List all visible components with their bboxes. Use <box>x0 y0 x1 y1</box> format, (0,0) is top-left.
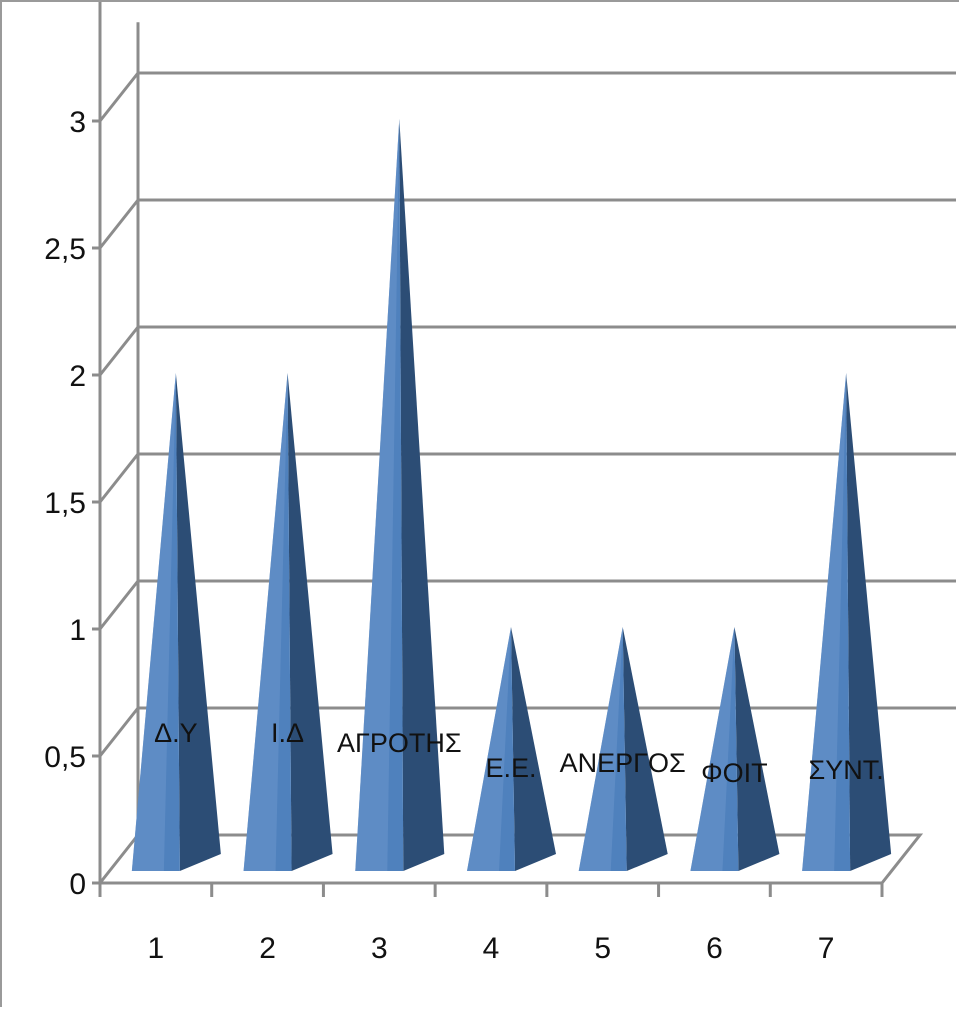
x-tick-label: 5 <box>594 932 611 965</box>
y-tick-label: 0,5 <box>44 741 86 774</box>
data-label: ΦΟΙΤ <box>701 758 768 788</box>
bar-highlight <box>690 627 735 871</box>
data-label: ΑΓΡΟΤΗΣ <box>337 728 462 758</box>
labels: 0 0,5 1 1,5 2 2,5 3 1 2 3 4 5 6 7 Δ.Υ Ι.Δ ΑΓΡΟΤΗΣ Ε.Ε. ΑΝΕ… <box>44 106 883 965</box>
x-tick-label: 2 <box>259 932 276 965</box>
gridline-diagonal <box>98 453 140 503</box>
x-tick-label: 1 <box>148 932 165 965</box>
bar-highlight <box>131 373 176 871</box>
bar-side <box>175 373 221 871</box>
y-tick-label: 1 <box>69 614 86 647</box>
bar-side <box>511 627 556 871</box>
y-tick-label: 2,5 <box>44 233 86 266</box>
data-label: ΑΝΕΡΓΟΣ <box>560 748 686 778</box>
bar-side <box>734 627 780 871</box>
bar-highlight <box>467 627 511 871</box>
bar-highlight <box>802 373 847 871</box>
bar-highlight <box>355 119 400 871</box>
x-tick-label: 7 <box>818 932 835 965</box>
bars <box>131 119 892 871</box>
bar-highlight <box>243 373 288 871</box>
data-label: Ε.Ε. <box>485 753 536 783</box>
x-tick-label: 6 <box>706 932 723 965</box>
gridline-diagonal <box>98 199 140 249</box>
bar-side <box>622 627 668 871</box>
gridline-diagonal <box>98 580 140 630</box>
y-tick-label: 3 <box>69 106 86 139</box>
gridline-diagonal <box>98 326 140 376</box>
y-tick-label: 1,5 <box>44 487 86 520</box>
axes <box>92 0 884 897</box>
bar-side <box>399 119 445 871</box>
gridline-diagonal <box>98 707 140 757</box>
y-tick-label: 2 <box>69 360 86 393</box>
gridline-diagonal <box>98 72 140 122</box>
data-label: ΣΥΝΤ. <box>809 755 884 785</box>
y-tick-label: 0 <box>69 868 86 901</box>
bar-side <box>846 373 892 871</box>
data-label: Δ.Υ <box>154 718 198 748</box>
x-tick-label: 4 <box>483 932 500 965</box>
data-label: Ι.Δ <box>271 718 304 748</box>
bar-highlight <box>578 627 623 871</box>
x-tick-label: 3 <box>371 932 388 965</box>
bar-side <box>287 373 333 871</box>
